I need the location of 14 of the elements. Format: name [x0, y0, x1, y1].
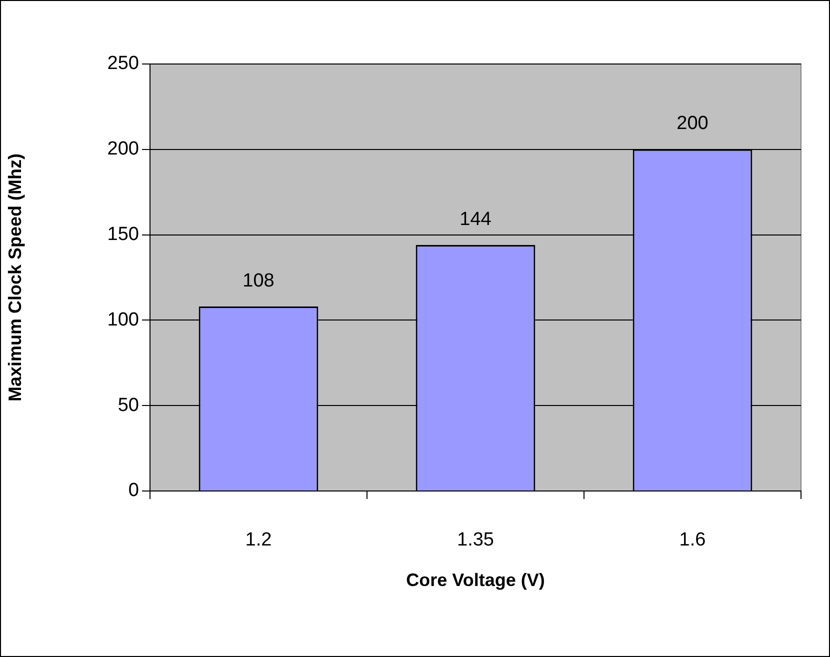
y-tick-label: 0 [128, 480, 139, 502]
x-tick-label: 1.2 [245, 530, 272, 551]
data-label: 144 [460, 208, 492, 230]
y-tick-label: 50 [118, 394, 139, 416]
y-axis-title: Maximum Clock Speed (Mhz) [4, 153, 25, 402]
y-tick-label: 150 [107, 224, 139, 246]
x-tick-label: 1.6 [679, 530, 706, 551]
x-axis-title: Core Voltage (V) [406, 570, 545, 590]
y-tick-label: 250 [107, 53, 139, 74]
x-tick-label: 1.35 [457, 530, 494, 551]
data-label: 108 [242, 270, 274, 292]
y-tick-label: 200 [107, 138, 139, 160]
data-label: 200 [676, 113, 708, 134]
y-tick-label: 100 [107, 309, 139, 330]
